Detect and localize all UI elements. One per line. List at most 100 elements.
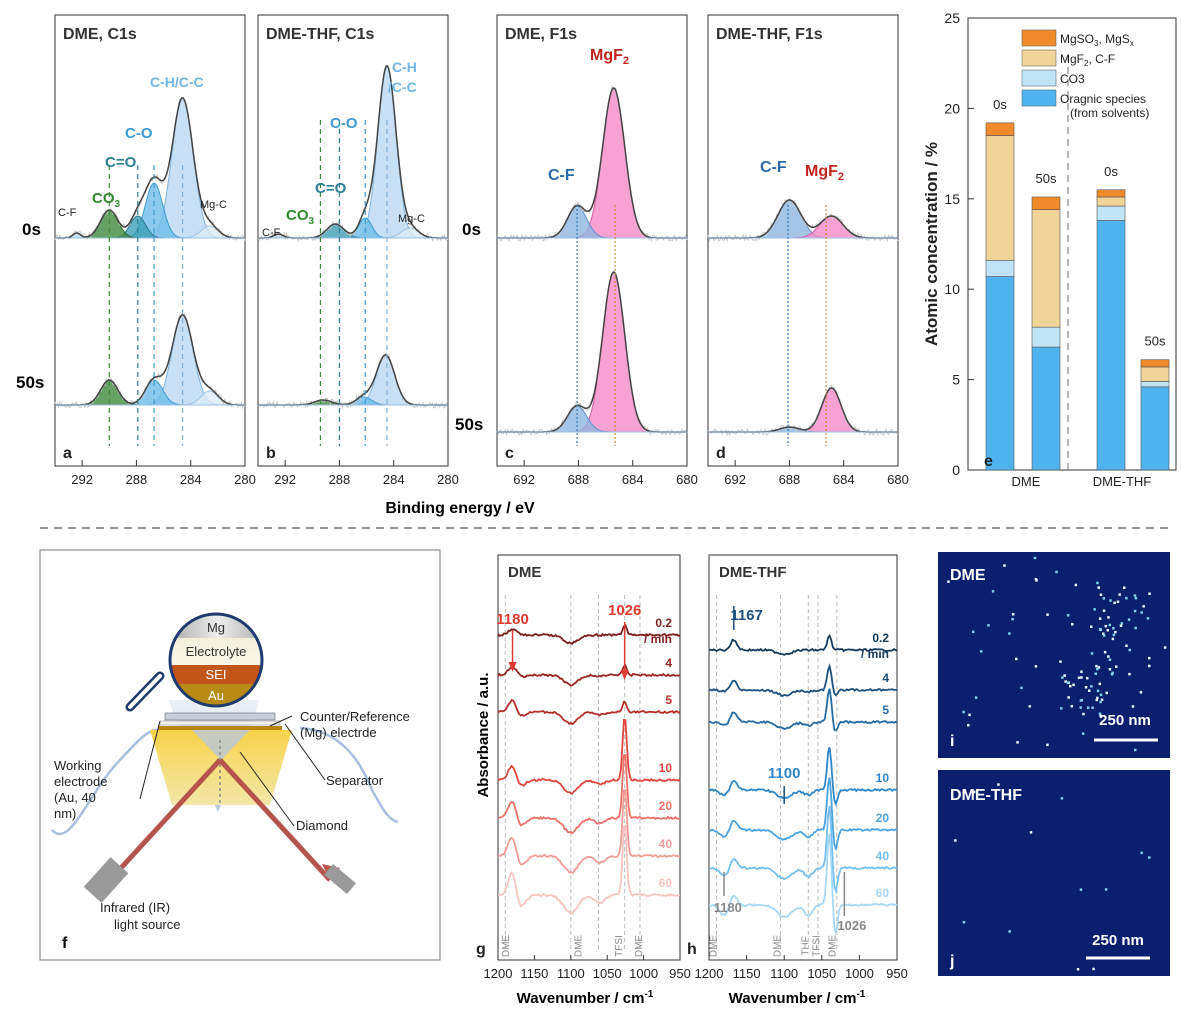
time-label-0s-c1s: 0s [22, 220, 41, 239]
tem-particle [1091, 706, 1094, 709]
label-ceo: C=O [105, 154, 137, 171]
tem-particles-i [947, 556, 1167, 752]
panel-letter-e: e [984, 453, 993, 470]
tem-particle [1102, 597, 1106, 600]
tem-particle [1096, 667, 1099, 671]
tem-particle [1074, 583, 1078, 587]
tem-particle [1097, 586, 1100, 589]
tem-particle [972, 790, 976, 794]
panel-letter-g: g [476, 941, 486, 958]
peak-arrowhead [508, 662, 517, 672]
label-working-1: Working [54, 758, 101, 773]
tem-particle [987, 624, 990, 627]
ir-time-unit: / min [861, 647, 889, 661]
label-working-3: (Au, 40 [54, 790, 96, 805]
x-tick-label: 284 [180, 472, 202, 487]
magnifier-ring [168, 612, 264, 708]
band-label: DME [501, 935, 512, 958]
peak-label: 1026 [608, 602, 641, 619]
tem-particle [1097, 666, 1101, 669]
ir-detector [324, 863, 356, 895]
label-cf: C-F [58, 207, 77, 219]
panel-letter-a: a [63, 445, 72, 462]
ir-time-label: 60 [876, 886, 890, 900]
tem-particle [1112, 627, 1115, 630]
tem-particle [1148, 664, 1151, 668]
label-mgf2-sub: 2 [623, 55, 629, 67]
bar-segment [1096, 220, 1126, 471]
panel-title-b: DME-THF, C1s [266, 26, 375, 43]
tem-particle [1066, 614, 1070, 617]
tem-particle [1059, 660, 1062, 663]
tem-particle [962, 710, 965, 714]
ir-title-h: DME-THF [719, 564, 787, 581]
tem-particle [1060, 707, 1063, 710]
tem-particle [1086, 706, 1090, 709]
bar-segment [985, 259, 1015, 277]
tem-particle [1098, 627, 1102, 631]
tem-particle [1123, 586, 1126, 589]
tem-particle [1102, 632, 1105, 635]
tem-particle [1146, 617, 1150, 620]
time-label-50s-c1s: 50s [16, 373, 44, 392]
x-tick-label: 684 [833, 472, 855, 487]
band-label: THF [800, 936, 811, 955]
legend-swatch [1021, 29, 1057, 47]
x-tick-label: 1000 [845, 966, 874, 981]
x-tick-label: 1000 [629, 966, 658, 981]
tem-particle [1107, 655, 1110, 658]
ir-spectrum [708, 633, 898, 656]
tem-particle [1134, 596, 1138, 600]
tem-particle [1088, 689, 1091, 692]
tem-particle [1140, 611, 1143, 614]
label-mgc: Mg-C [398, 213, 425, 225]
tem-particle [1142, 605, 1145, 608]
panel-letter-d: d [716, 445, 726, 462]
x-tick-label: 288 [329, 472, 351, 487]
wire-left [51, 728, 161, 836]
panel-frame-c [496, 14, 688, 467]
tem-particle [1118, 593, 1121, 596]
peak-label: 1180 [714, 900, 742, 915]
tem-particle [1108, 623, 1112, 627]
x-tick-label: 288 [126, 472, 148, 487]
bar-segment [1031, 196, 1061, 210]
tem-particle [1108, 668, 1112, 671]
tem-particle [1096, 689, 1100, 693]
legend-sub: 2 [1084, 59, 1089, 68]
bar-segment [1096, 189, 1126, 198]
ir-title-g: DME [508, 564, 541, 581]
tem-particle [1063, 674, 1066, 677]
group-label: DME-THF [1093, 474, 1152, 489]
band-label: DME [634, 935, 645, 958]
x-tick-label: 688 [568, 472, 590, 487]
ir-panel-h: 1200 1150 1100 1050 1000 950 DME-THF h 0.2 / min 4… [687, 554, 908, 981]
tem-particle [1107, 616, 1110, 619]
tem-particle [947, 580, 950, 583]
bar-segment [1096, 196, 1126, 207]
ir-spectrum [497, 699, 681, 726]
peak-label: 1180 [496, 611, 529, 628]
tem-particle [1103, 650, 1107, 654]
panel-letter-h: h [687, 941, 697, 958]
peak-arrowhead [620, 670, 629, 680]
tem-particle [1133, 609, 1137, 613]
ir-spectrum [708, 777, 898, 850]
legend-label: CO3 [1060, 72, 1085, 86]
panel-frame-b [257, 14, 449, 467]
tem-particle [1067, 696, 1070, 699]
tem-particle [1090, 625, 1093, 628]
y-tick-label: 20 [944, 100, 960, 116]
panel-title-d: DME-THF, F1s [716, 26, 823, 43]
x-tick-label: 1100 [557, 966, 585, 981]
time-label-0s-f1s: 0s [462, 220, 481, 239]
tem-particle [1125, 596, 1128, 600]
tem-particle [1111, 671, 1114, 675]
tem-particle [1128, 648, 1131, 652]
tem-particle [1148, 592, 1151, 595]
tem-panel-j: DME-THF 250 nm j [938, 770, 1170, 976]
label-cf: C-F [262, 227, 281, 239]
